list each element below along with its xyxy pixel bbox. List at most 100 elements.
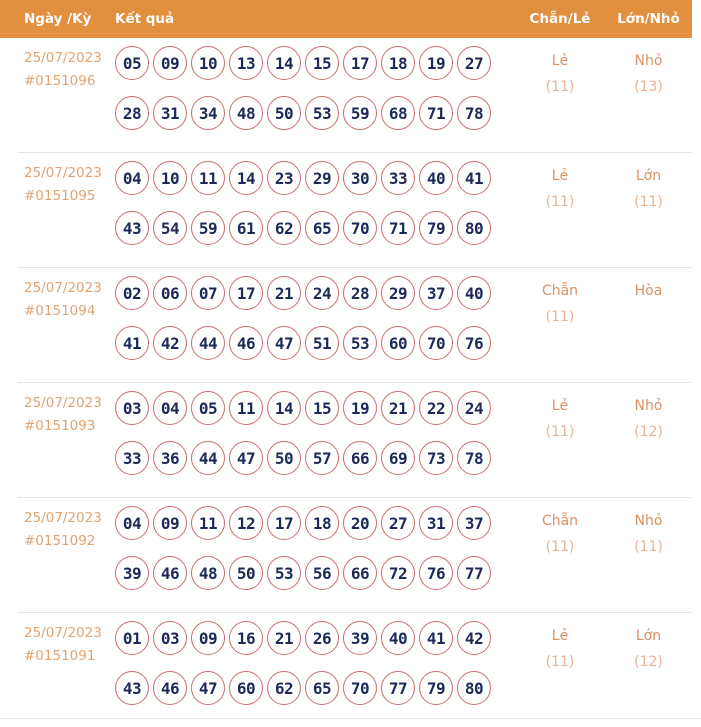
result-ball: 51 — [305, 326, 339, 360]
result-ball: 73 — [419, 441, 453, 475]
result-ball: 03 — [115, 391, 149, 425]
size-count: (12) — [634, 424, 663, 440]
ball-row: 33 36 44 47 50 57 66 69 73 78 — [115, 441, 515, 475]
result-ball: 65 — [305, 671, 339, 705]
result-numbers-cell: 03 04 05 11 14 15 19 21 22 24 33 36 44 47 50 57 66 69 73 78 — [115, 383, 515, 497]
draw-date: 25/07/2023 — [24, 510, 102, 526]
draw-date: 25/07/2023 — [24, 50, 102, 66]
size-count: (11) — [634, 539, 663, 555]
result-ball: 28 — [115, 96, 149, 130]
result-ball: 40 — [419, 161, 453, 195]
result-ball: 26 — [305, 621, 339, 655]
header-parity-column: Chẵn/Lẻ — [529, 11, 591, 27]
parity-count: (11) — [545, 424, 575, 440]
result-ball: 62 — [267, 671, 301, 705]
result-ball: 21 — [267, 621, 301, 655]
result-ball: 78 — [457, 96, 491, 130]
result-ball: 40 — [381, 621, 415, 655]
result-ball: 24 — [305, 276, 339, 310]
parity-cell: Chẵn (11) — [515, 498, 605, 612]
result-ball: 37 — [419, 276, 453, 310]
result-ball: 46 — [229, 326, 263, 360]
parity-value: Lẻ — [551, 53, 569, 69]
parity-cell: Chẵn (11) — [515, 268, 605, 382]
result-ball: 17 — [229, 276, 263, 310]
header-date-column: Ngày /Kỳ — [24, 11, 92, 27]
result-ball: 36 — [153, 441, 187, 475]
draw-info-cell: 25/07/2023 #0151096 — [0, 38, 115, 152]
draw-info-cell: 25/07/2023 #0151091 — [0, 613, 115, 727]
result-ball: 22 — [419, 391, 453, 425]
result-ball: 09 — [153, 506, 187, 540]
result-ball: 17 — [267, 506, 301, 540]
result-ball: 33 — [381, 161, 415, 195]
parity-cell: Lẻ (11) — [515, 38, 605, 152]
size-count: (13) — [634, 79, 663, 95]
result-ball: 20 — [343, 506, 377, 540]
ball-row: 05 09 10 13 14 15 17 18 19 27 — [115, 46, 515, 80]
draw-id: #0151093 — [24, 418, 96, 434]
draw-id: #0151092 — [24, 533, 96, 549]
size-cell: Nhỏ (13) — [605, 38, 692, 152]
result-ball: 04 — [153, 391, 187, 425]
result-ball: 04 — [115, 506, 149, 540]
table-body: 25/07/2023 #0151096 05 09 10 13 14 15 17 18 19 27 28… — [0, 38, 692, 727]
result-ball: 07 — [191, 276, 225, 310]
header-size-column: Lớn/Nhỏ — [617, 11, 680, 27]
parity-value: Lẻ — [551, 628, 569, 644]
result-ball: 70 — [343, 671, 377, 705]
table-header: Ngày /Kỳ Kết quả Chẵn/Lẻ Lớn/Nhỏ — [0, 0, 692, 38]
draw-info-cell: 25/07/2023 #0151095 — [0, 153, 115, 267]
result-ball: 77 — [457, 556, 491, 590]
parity-count: (11) — [545, 654, 575, 670]
ball-row: 01 03 09 16 21 26 39 40 41 42 — [115, 621, 515, 655]
draw-id: #0151094 — [24, 303, 96, 319]
result-ball: 14 — [229, 161, 263, 195]
result-ball: 53 — [267, 556, 301, 590]
result-ball: 17 — [343, 46, 377, 80]
result-ball: 03 — [153, 621, 187, 655]
result-ball: 37 — [457, 506, 491, 540]
result-ball: 15 — [305, 46, 339, 80]
result-ball: 04 — [115, 161, 149, 195]
result-ball: 09 — [153, 46, 187, 80]
draw-date: 25/07/2023 — [24, 165, 102, 181]
result-ball: 56 — [305, 556, 339, 590]
result-ball: 46 — [153, 556, 187, 590]
result-ball: 78 — [457, 441, 491, 475]
result-ball: 05 — [115, 46, 149, 80]
result-ball: 27 — [381, 506, 415, 540]
ball-row: 41 42 44 46 47 51 53 60 70 76 — [115, 326, 515, 360]
ball-row: 43 46 47 60 62 65 70 77 79 80 — [115, 671, 515, 705]
result-ball: 50 — [267, 441, 301, 475]
result-ball: 01 — [115, 621, 149, 655]
size-value: Nhỏ — [634, 53, 663, 69]
result-ball: 59 — [343, 96, 377, 130]
size-value: Nhỏ — [634, 398, 663, 414]
result-ball: 70 — [419, 326, 453, 360]
parity-value: Chẵn — [541, 283, 579, 299]
result-ball: 48 — [229, 96, 263, 130]
parity-value: Lẻ — [551, 398, 569, 414]
draw-info-cell: 25/07/2023 #0151093 — [0, 383, 115, 497]
result-ball: 57 — [305, 441, 339, 475]
result-ball: 30 — [343, 161, 377, 195]
ball-row: 04 09 11 12 17 18 20 27 31 37 — [115, 506, 515, 540]
row-divider — [18, 152, 692, 153]
size-cell: Lớn (11) — [605, 153, 692, 267]
result-ball: 14 — [267, 46, 301, 80]
row-divider — [18, 382, 692, 383]
draw-date: 25/07/2023 — [24, 625, 102, 641]
result-ball: 77 — [381, 671, 415, 705]
result-ball: 71 — [419, 96, 453, 130]
row-divider — [18, 267, 692, 268]
result-ball: 15 — [305, 391, 339, 425]
result-row: 25/07/2023 #0151093 03 04 05 11 14 15 19 21 22 24 33… — [0, 383, 692, 497]
ball-row: 39 46 48 50 53 56 66 72 76 77 — [115, 556, 515, 590]
result-ball: 19 — [343, 391, 377, 425]
result-ball: 39 — [115, 556, 149, 590]
result-ball: 61 — [229, 211, 263, 245]
draw-info-cell: 25/07/2023 #0151092 — [0, 498, 115, 612]
bottom-divider — [0, 718, 701, 719]
